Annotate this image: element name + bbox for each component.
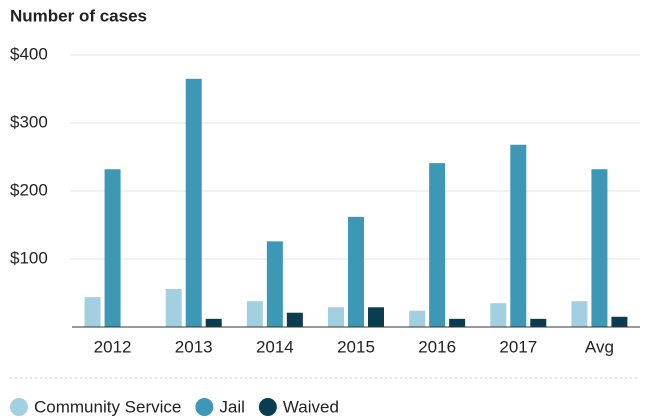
x-tick-label: 2013 <box>175 337 213 356</box>
bar <box>510 144 527 327</box>
bar <box>246 301 263 327</box>
legend-label: Waived <box>283 397 339 416</box>
bar <box>490 303 507 327</box>
bar <box>368 307 384 327</box>
bar <box>591 169 608 327</box>
chart-title: Number of cases <box>10 6 147 25</box>
x-tick-label: 2016 <box>418 337 456 356</box>
bar <box>429 163 446 327</box>
bar <box>409 310 426 327</box>
x-tick-label: 2015 <box>337 337 375 356</box>
bar <box>205 318 222 327</box>
bar <box>611 316 628 327</box>
y-tick-label: $200 <box>10 180 48 199</box>
bar <box>530 318 547 327</box>
bar <box>185 78 202 327</box>
bar <box>266 241 283 327</box>
x-tick-label: 2014 <box>256 337 294 356</box>
bar <box>104 169 121 327</box>
legend-swatch <box>10 398 28 416</box>
x-tick-label: Avg <box>585 337 614 356</box>
bar <box>348 216 364 327</box>
y-tick-label: $300 <box>10 112 48 131</box>
legend-label: Jail <box>219 397 245 416</box>
y-tick-label: $400 <box>10 44 48 63</box>
bar <box>286 312 303 327</box>
x-tick-label: 2012 <box>94 337 132 356</box>
legend-swatch <box>195 398 214 416</box>
bar <box>165 288 182 327</box>
legend-swatch <box>258 398 277 416</box>
bar <box>328 307 344 327</box>
legend-label: Community Service <box>34 397 181 416</box>
bar <box>571 301 588 327</box>
bar <box>449 318 466 327</box>
y-tick-label: $100 <box>10 248 48 267</box>
x-tick-label: 2017 <box>499 337 537 356</box>
bar <box>84 297 101 327</box>
